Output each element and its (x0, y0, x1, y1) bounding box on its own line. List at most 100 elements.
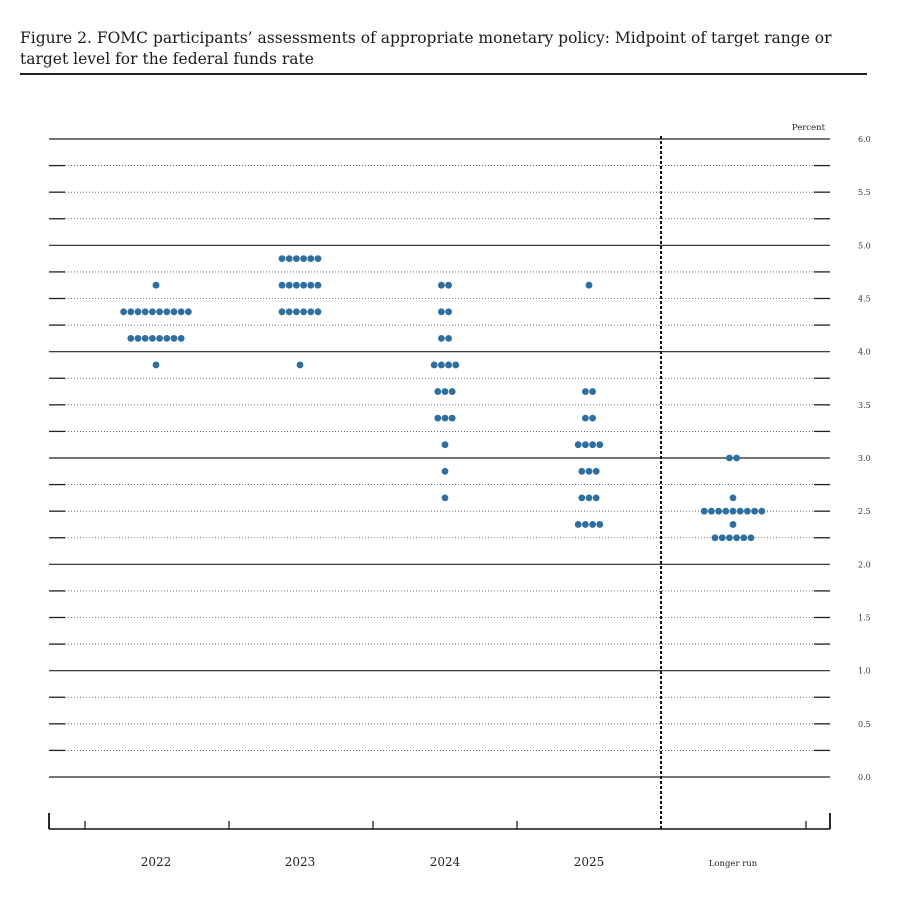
participant-dot (170, 334, 178, 342)
y-tick-label: 2.5 (858, 507, 871, 516)
x-category-label: Longer run (709, 859, 758, 869)
participant-dot (592, 494, 600, 502)
participant-dot (177, 308, 185, 316)
participant-dot (438, 334, 445, 342)
participant-dot (751, 507, 758, 515)
participant-dot (156, 308, 164, 316)
x-category-label: 2022 (141, 855, 172, 869)
participant-dot (722, 507, 730, 515)
participant-dot (293, 308, 300, 316)
y-tick-label: 1.0 (858, 667, 871, 676)
participant-dot (278, 308, 286, 316)
participant-dot (438, 361, 445, 369)
participant-dot (758, 507, 766, 515)
participant-dot (740, 534, 748, 542)
y-axis: 0.0 0.5 1.0 1.5 2.0 2.5 3.0 3.5 4.0 4.5 5.0 5.5 6.0 P… (792, 123, 871, 782)
participant-dot (441, 494, 449, 502)
participant-dot (438, 308, 445, 316)
x-category-label: 2025 (574, 855, 605, 869)
participant-dot (726, 454, 733, 462)
participant-dot (430, 361, 438, 369)
y-tick-label: 5.5 (858, 188, 871, 197)
y-tick-label: 6.0 (858, 135, 871, 144)
participant-dot (708, 507, 715, 515)
participant-dot (729, 507, 737, 515)
participant-dot (307, 308, 315, 316)
participant-dot (736, 507, 744, 515)
y-tick-label: 3.0 (858, 454, 871, 463)
participant-dot (585, 281, 593, 289)
participant-dot (729, 494, 737, 502)
x-category-label: 2024 (430, 855, 461, 869)
participant-dot (307, 255, 315, 263)
participant-dot (585, 494, 593, 502)
y-tick-label: 2.0 (858, 560, 871, 569)
participant-dot (300, 255, 307, 263)
participant-dot (726, 534, 733, 542)
participant-dot (434, 414, 442, 422)
participant-dot (285, 281, 293, 289)
y-tick-label: 1.5 (858, 614, 871, 623)
participant-dot (141, 334, 149, 342)
participant-dot (314, 281, 322, 289)
gridlines (49, 138, 830, 778)
participant-dot (582, 414, 589, 422)
participant-dot (733, 534, 740, 542)
y-tick-label: 3.5 (858, 401, 871, 410)
participant-dot (448, 388, 456, 395)
participant-dot (307, 281, 315, 289)
participant-dot (152, 281, 160, 289)
participant-dot (578, 494, 586, 502)
participant-dot (296, 361, 304, 369)
participant-dot (589, 414, 596, 422)
participant-dot (582, 441, 589, 449)
participant-dot (729, 521, 737, 528)
participant-dot (715, 507, 722, 515)
participant-dot (744, 507, 751, 515)
participant-dot (278, 255, 286, 263)
participant-dot (134, 308, 142, 316)
participant-dot (434, 388, 442, 395)
participant-dot (589, 441, 596, 449)
participant-dot (445, 281, 452, 289)
participant-dot (441, 414, 449, 422)
y-axis-label: Percent (792, 123, 826, 133)
participant-dot (134, 334, 142, 342)
participant-dot (445, 308, 452, 316)
chart-title: Figure 2. FOMC participants’ assessments… (20, 29, 832, 68)
participant-dot (718, 534, 726, 542)
participant-dot (163, 334, 171, 342)
participant-dot (149, 334, 156, 342)
participant-dot (185, 308, 192, 316)
y-tick-label: 0.0 (858, 773, 871, 782)
participant-dot (293, 281, 300, 289)
participant-dot (578, 467, 586, 475)
participant-dot (582, 521, 589, 528)
participant-dot (711, 534, 719, 542)
x-axis: 2022 2023 2024 2025 Longer run (48, 136, 831, 869)
participant-dot (278, 281, 286, 289)
participant-dot (733, 454, 740, 462)
participant-dot (152, 361, 160, 369)
participant-dot (700, 507, 708, 515)
participant-dot (293, 255, 300, 263)
participant-dot (582, 388, 589, 395)
participant-dot (163, 308, 171, 316)
participant-dot (127, 334, 135, 342)
y-tick-label: 4.0 (858, 348, 871, 357)
participant-dot (177, 334, 185, 342)
participant-dot (596, 521, 604, 528)
participant-dot (438, 281, 445, 289)
y-tick-label: 4.5 (858, 295, 871, 304)
participant-dot (127, 308, 135, 316)
participant-dot (314, 308, 322, 316)
participant-dot (314, 255, 322, 263)
participant-dot (285, 255, 293, 263)
participant-dot (589, 521, 596, 528)
participant-dot (441, 388, 449, 395)
dots (120, 255, 766, 542)
participant-dot (300, 281, 307, 289)
y-tick-label: 0.5 (858, 720, 871, 729)
participant-dot (170, 308, 178, 316)
